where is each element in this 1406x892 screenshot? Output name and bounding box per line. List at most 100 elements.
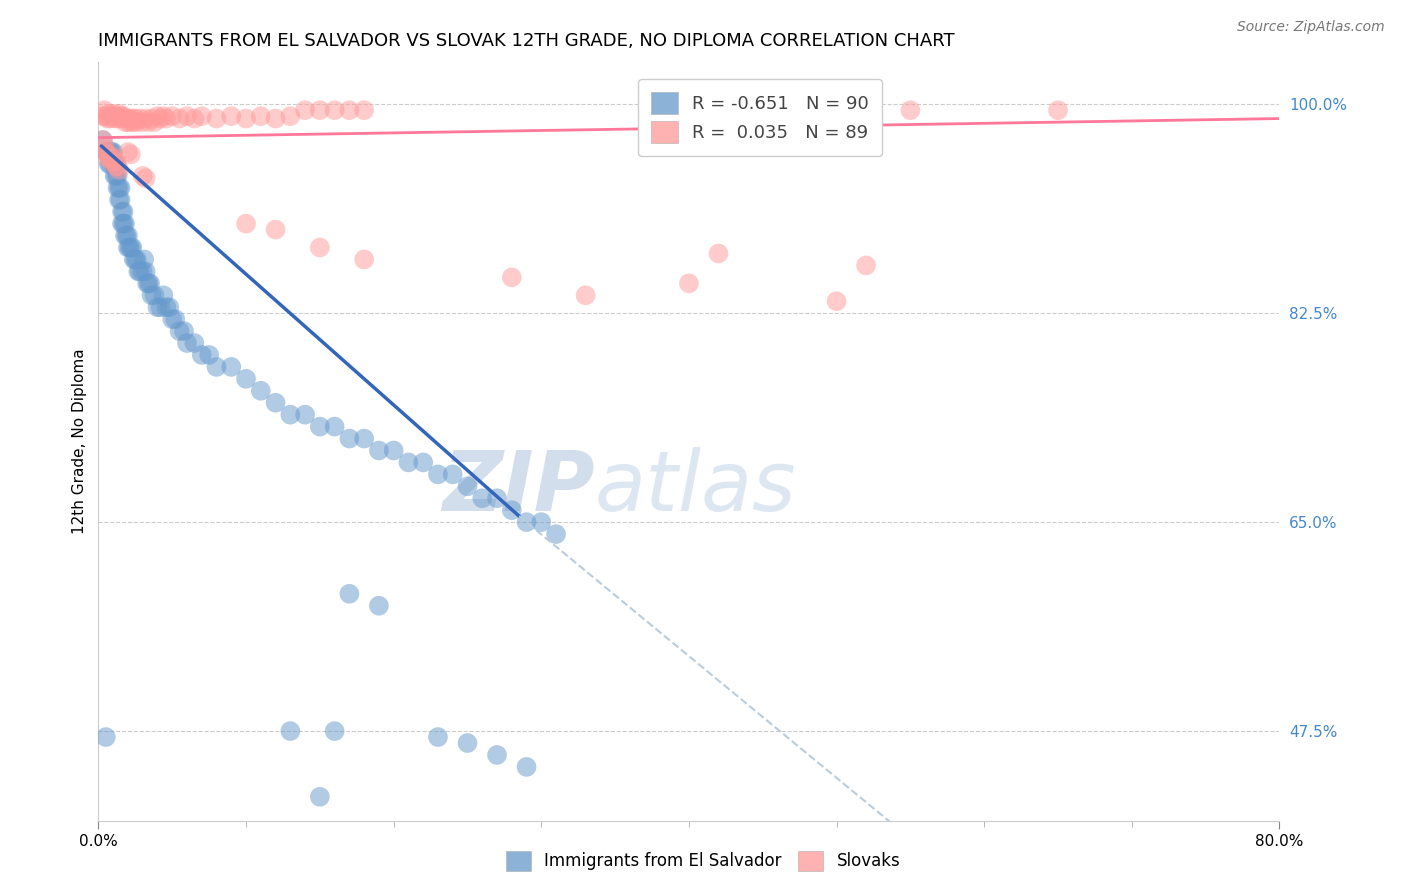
Point <box>94 109 117 123</box>
Point <box>121 112 143 126</box>
Point <box>146 300 169 314</box>
Point <box>678 277 700 291</box>
Point <box>132 115 155 129</box>
Point <box>530 515 553 529</box>
Point <box>111 217 134 231</box>
Point <box>94 730 117 744</box>
Point <box>294 408 316 422</box>
Point <box>114 228 136 243</box>
Point <box>169 324 191 338</box>
Point <box>176 109 198 123</box>
Legend: Immigrants from El Salvador, Slovaks: Immigrants from El Salvador, Slovaks <box>498 842 908 880</box>
Point <box>309 240 332 254</box>
Point <box>155 112 177 126</box>
Point <box>176 336 198 351</box>
Point <box>110 193 132 207</box>
Point <box>155 300 177 314</box>
Point <box>501 503 523 517</box>
Point <box>339 432 361 446</box>
Point <box>128 112 150 126</box>
Point <box>125 252 148 267</box>
Point <box>124 112 146 126</box>
Point <box>117 228 139 243</box>
Point <box>250 384 273 398</box>
Legend: R = -0.651   N = 90, R =  0.035   N = 89: R = -0.651 N = 90, R = 0.035 N = 89 <box>638 79 882 155</box>
Point <box>235 217 257 231</box>
Point <box>441 467 464 482</box>
Point <box>107 159 129 173</box>
Point <box>98 157 121 171</box>
Point <box>501 270 523 285</box>
Point <box>107 112 129 126</box>
Point <box>110 109 132 123</box>
Point <box>100 154 122 169</box>
Point <box>191 109 214 123</box>
Point <box>97 147 120 161</box>
Point <box>91 133 114 147</box>
Point <box>264 222 287 236</box>
Point <box>105 157 128 171</box>
Point <box>162 109 183 123</box>
Point <box>516 760 538 774</box>
Point <box>146 109 169 123</box>
Point <box>294 103 316 118</box>
Point <box>105 159 128 173</box>
Point <box>198 348 221 362</box>
Point <box>122 115 145 129</box>
Point <box>104 112 127 126</box>
Point <box>1046 103 1070 118</box>
Point <box>486 491 509 506</box>
Point <box>110 181 132 195</box>
Point <box>221 359 243 374</box>
Point <box>120 115 142 129</box>
Point <box>138 277 160 291</box>
Point <box>136 277 159 291</box>
Point <box>112 204 135 219</box>
Point <box>339 587 361 601</box>
Point <box>457 479 479 493</box>
Point <box>103 157 125 171</box>
Point <box>121 240 143 254</box>
Point <box>111 112 134 126</box>
Point <box>353 432 375 446</box>
Point <box>855 259 877 273</box>
Point <box>205 112 228 126</box>
Text: atlas: atlas <box>595 447 796 527</box>
Point <box>135 264 157 278</box>
Point <box>264 112 287 126</box>
Point <box>280 724 302 739</box>
Point <box>169 112 191 126</box>
Point <box>235 112 257 126</box>
Point <box>323 103 346 118</box>
Point <box>100 145 122 159</box>
Point <box>98 145 121 159</box>
Point <box>91 109 114 123</box>
Point <box>107 169 129 183</box>
Text: IMMIGRANTS FROM EL SALVADOR VS SLOVAK 12TH GRADE, NO DIPLOMA CORRELATION CHART: IMMIGRANTS FROM EL SALVADOR VS SLOVAK 12… <box>98 32 955 50</box>
Point <box>457 736 479 750</box>
Point <box>93 139 115 153</box>
Point <box>309 419 332 434</box>
Point <box>108 181 131 195</box>
Point <box>205 359 228 374</box>
Point <box>117 145 139 159</box>
Point <box>103 145 125 159</box>
Point <box>120 240 142 254</box>
Point <box>516 515 538 529</box>
Point <box>112 217 135 231</box>
Point <box>173 324 195 338</box>
Point <box>93 103 115 118</box>
Point <box>122 252 145 267</box>
Point <box>323 724 346 739</box>
Point <box>368 443 391 458</box>
Point <box>412 455 434 469</box>
Point <box>97 107 120 121</box>
Point <box>486 747 509 762</box>
Point <box>707 246 730 260</box>
Point <box>143 115 166 129</box>
Point <box>128 264 150 278</box>
Point <box>114 115 136 129</box>
Point <box>134 252 156 267</box>
Point <box>183 112 205 126</box>
Text: ZIP: ZIP <box>441 447 595 527</box>
